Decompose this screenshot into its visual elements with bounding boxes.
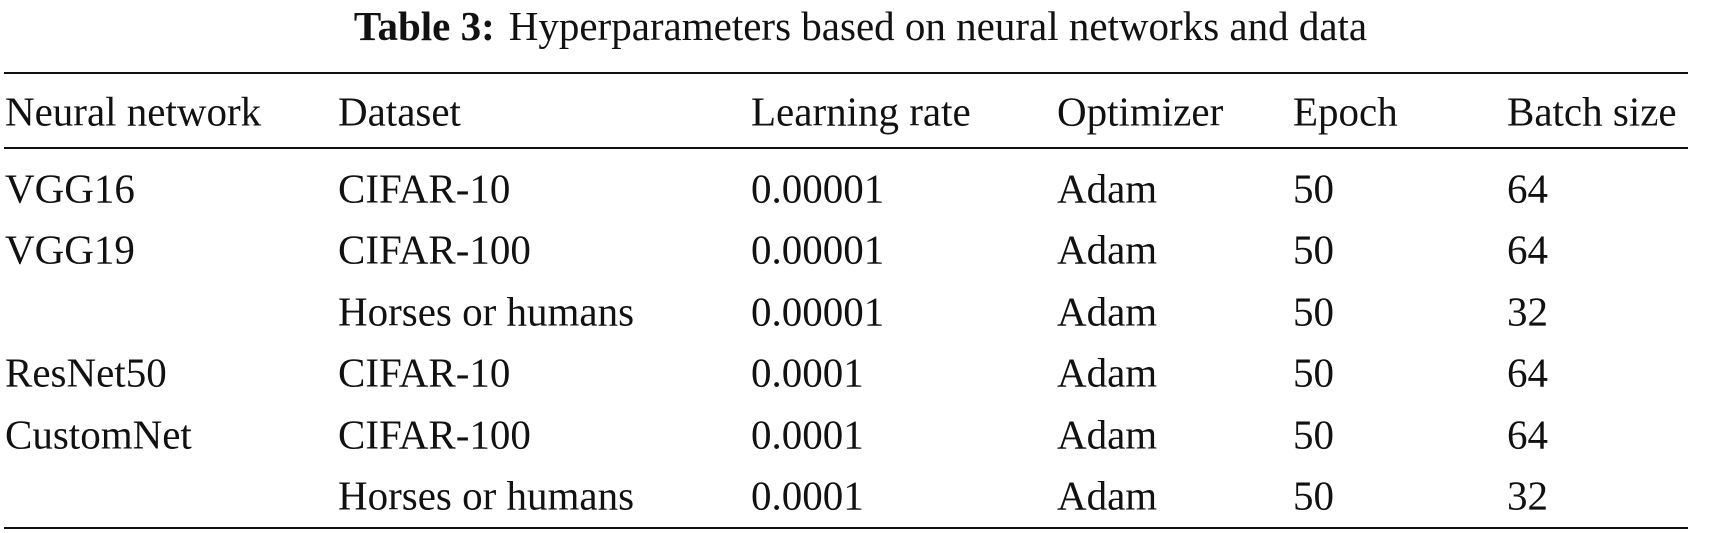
- table-cell: Horses or humans: [338, 288, 635, 335]
- column-header: Batch size: [1507, 88, 1677, 135]
- table-cell: VGG19: [5, 226, 135, 273]
- table-caption: Table 3: Hyperparameters based on neural …: [0, 2, 1721, 50]
- table-cell: Horses or humans: [338, 472, 635, 519]
- table-cell: CustomNet: [5, 411, 192, 458]
- table-cell: Adam: [1057, 226, 1158, 273]
- table-cell: ResNet50: [5, 349, 167, 396]
- table-cell: 0.0001: [751, 472, 864, 519]
- table-cell: 64: [1507, 349, 1548, 396]
- bottom-rule: [4, 527, 1688, 529]
- table-cell: 0.00001: [751, 226, 885, 273]
- table-cell: 50: [1293, 472, 1334, 519]
- table-cell: Adam: [1057, 288, 1158, 335]
- table-cell: 64: [1507, 226, 1548, 273]
- table-cell: CIFAR-10: [338, 349, 511, 396]
- table-cell: 0.00001: [751, 288, 885, 335]
- table-cell: 50: [1293, 411, 1334, 458]
- table-cell: CIFAR-100: [338, 411, 531, 458]
- table-cell: 50: [1293, 349, 1334, 396]
- table-cell: 0.00001: [751, 165, 885, 212]
- column-header: Dataset: [338, 88, 461, 135]
- table-cell: CIFAR-10: [338, 165, 511, 212]
- table-cell: 50: [1293, 288, 1334, 335]
- table-cell: 32: [1507, 472, 1548, 519]
- table-cell: Adam: [1057, 472, 1158, 519]
- table-cell: Adam: [1057, 411, 1158, 458]
- top-rule: [4, 72, 1688, 74]
- caption-label: Table 3:: [353, 3, 495, 49]
- table-cell: Adam: [1057, 165, 1158, 212]
- table-cell: 64: [1507, 411, 1548, 458]
- table-cell: 0.0001: [751, 349, 864, 396]
- table-cell: 32: [1507, 288, 1548, 335]
- column-header: Optimizer: [1057, 88, 1224, 135]
- header-rule: [4, 147, 1688, 149]
- column-header: Epoch: [1293, 88, 1398, 135]
- column-header: Learning rate: [751, 88, 971, 135]
- table-cell: VGG16: [5, 165, 135, 212]
- table-cell: 64: [1507, 165, 1548, 212]
- table-cell: CIFAR-100: [338, 226, 531, 273]
- table-cell: 50: [1293, 165, 1334, 212]
- column-header: Neural network: [5, 88, 262, 135]
- table-cell: 50: [1293, 226, 1334, 273]
- table-cell: Adam: [1057, 349, 1158, 396]
- table-cell: 0.0001: [751, 411, 864, 458]
- caption-text: Hyperparameters based on neural networks…: [508, 3, 1368, 49]
